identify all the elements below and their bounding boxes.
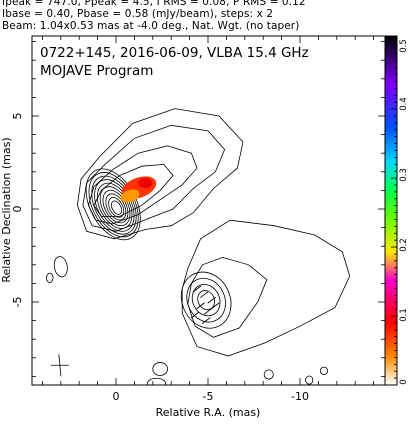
jet-contour-outer [76, 108, 244, 240]
plot-title: 0722+145, 2016-06-09, VLBA 15.4 GHz [40, 45, 309, 61]
lobe-contour-mid [187, 256, 268, 338]
colorbar-ticks [391, 39, 397, 386]
core-contour-9 [111, 200, 123, 215]
colorbar-label-1: 0.4 [399, 97, 409, 111]
x-axis-label: Relative R.A. (mas) [156, 406, 261, 419]
colorbar-label-2: 0.3 [399, 168, 409, 182]
noise-contour-3 [152, 362, 168, 376]
header-line-2: Ibase = 0.40, Pbase = 0.58 (mJy/beam), s… [2, 8, 274, 20]
colorbar-label-0: 0.5 [399, 39, 409, 53]
noise-contour-7 [305, 375, 314, 385]
polarized-core-peak [138, 177, 153, 188]
noise-contour-1 [53, 256, 68, 278]
colorbar-label-4: 0.1 [399, 308, 409, 322]
polarization-vector-1 [200, 291, 209, 298]
polarization-vectors [190, 285, 220, 324]
southern-component-contour-0 [180, 271, 232, 329]
polarization-vector-5 [211, 302, 220, 310]
core-contour-8 [108, 197, 125, 218]
core-contour-7 [105, 193, 127, 221]
noise-contour-6 [319, 366, 329, 375]
y-tick-label-0: 5 [11, 113, 24, 120]
polarization-vector-7 [201, 317, 211, 324]
jet-contour-inner [87, 145, 198, 225]
noise-contour-5 [263, 369, 274, 380]
polarization-vector-3 [196, 302, 205, 310]
x-tick-label-1: -5 [203, 390, 214, 403]
polarized-core [120, 176, 157, 203]
y-tick-label-2: -5 [11, 297, 24, 308]
lobe-contour-outer [181, 219, 351, 357]
y-axis-label: Relative Declination (mas) [0, 137, 13, 282]
polarization-vector-6 [190, 311, 200, 319]
header-line-1: Ipeak = 747.0, Ppeak = 4.5, I RMS = 0.08… [2, 0, 306, 8]
jet-contour-inner-2 [93, 163, 174, 217]
southern-component-contour-1 [186, 277, 226, 323]
y-tick-label-1: 0 [11, 206, 24, 213]
beam-marker-vertical [58, 354, 62, 377]
polarized-core-orange [120, 189, 140, 203]
noise-contour-2 [46, 272, 54, 283]
polarization-vector-0 [192, 285, 202, 293]
plot-subtitle: MOJAVE Program [40, 63, 153, 79]
noise-contour-4 [146, 377, 167, 385]
polarization-vector-2 [207, 296, 216, 304]
x-tick-label-0: 0 [113, 390, 120, 403]
colorbar-label-3: 0.2 [399, 238, 409, 252]
colorbar-label-5: 0 [399, 379, 409, 384]
southern-component-contour-2 [191, 284, 221, 317]
jet-contour-mid [82, 124, 226, 232]
polarization-vector-4 [203, 307, 213, 315]
x-tick-label-2: -10 [291, 390, 309, 403]
header-line-3: Beam: 1.04x0.53 mas at -4.0 deg., Nat. W… [2, 20, 300, 32]
axis-ticks [32, 36, 385, 385]
contour-lines [46, 108, 351, 385]
